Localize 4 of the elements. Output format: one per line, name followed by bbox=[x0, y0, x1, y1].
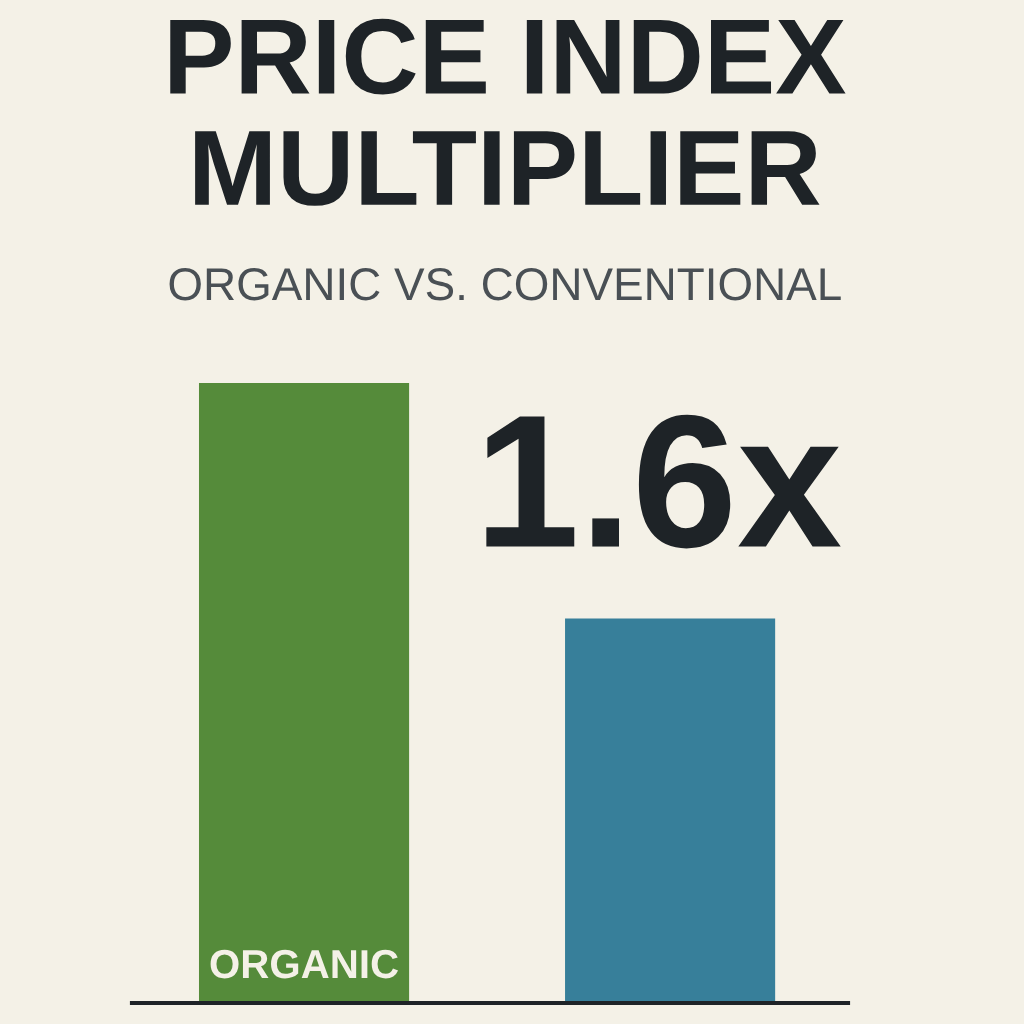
annotation: 1.6x bbox=[486, 414, 841, 549]
x-tick-label: ORGANIC bbox=[210, 949, 399, 979]
chart-subtitle: ORGANIC VS. CONVENTIONAL bbox=[169, 268, 841, 301]
chart-title: PRICE INDEX MULTIPLIER bbox=[170, 18, 846, 206]
